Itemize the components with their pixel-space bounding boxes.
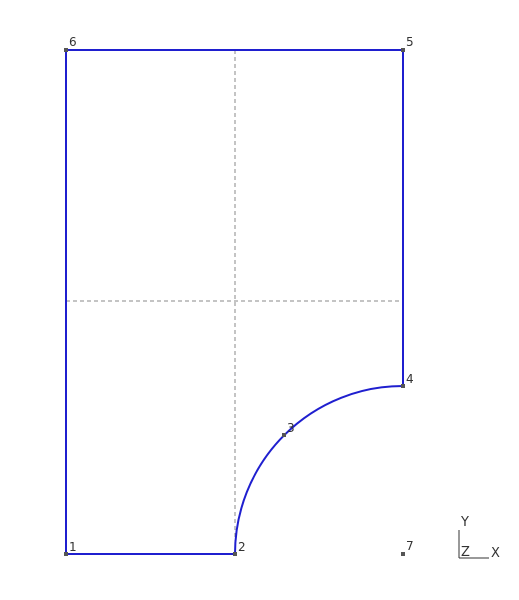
axis-triad: Y Z X	[458, 515, 500, 561]
point-3[interactable]: 3	[282, 421, 295, 437]
point-marker	[401, 48, 405, 52]
point-label: 5	[406, 35, 414, 49]
profile-outline[interactable]	[65, 49, 404, 555]
point-marker	[401, 552, 405, 556]
point-marker	[64, 552, 68, 556]
point-label: 2	[238, 540, 246, 554]
point-1[interactable]: 1	[64, 540, 77, 556]
point-marker	[401, 384, 405, 388]
point-label: 1	[69, 540, 77, 554]
point-marker	[64, 48, 68, 52]
point-label: 7	[406, 539, 414, 553]
point-marker	[282, 433, 286, 437]
point-2[interactable]: 2	[233, 540, 246, 556]
point-4[interactable]: 4	[401, 372, 414, 388]
z-axis-label: Z	[461, 545, 470, 560]
point-6[interactable]: 6	[64, 35, 77, 52]
point-label: 6	[69, 35, 77, 49]
point-label: 3	[287, 421, 295, 435]
point-label: 4	[406, 372, 414, 386]
point-7[interactable]: 7	[401, 539, 414, 556]
y-axis-label: Y	[460, 515, 469, 530]
x-axis-label: X	[491, 546, 500, 561]
point-5[interactable]: 5	[401, 35, 414, 52]
point-marker	[233, 552, 237, 556]
